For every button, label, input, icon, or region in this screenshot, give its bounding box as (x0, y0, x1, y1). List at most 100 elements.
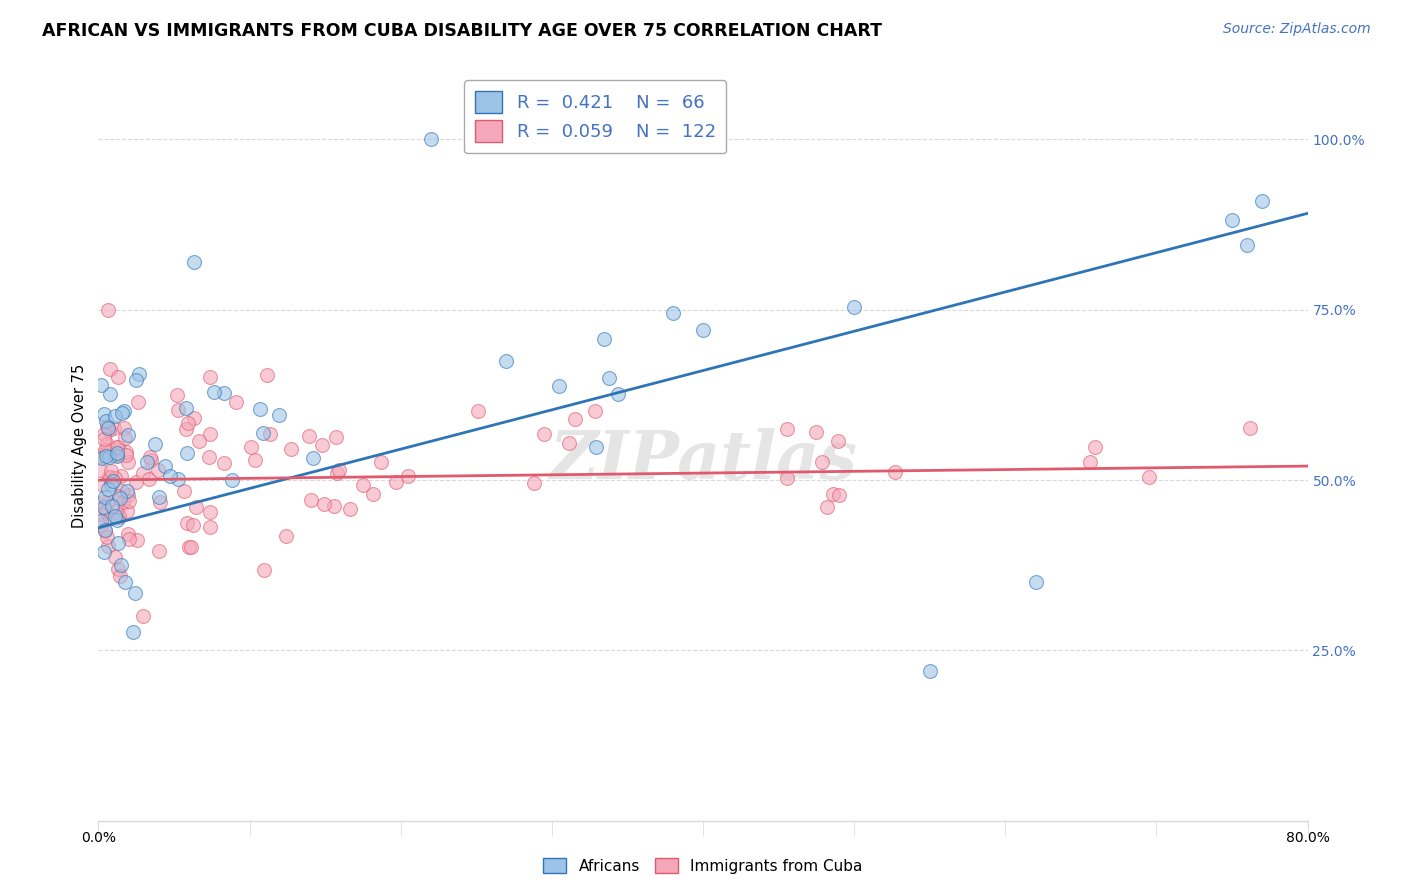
Point (661, 306, 683, 320)
Y-axis label: Disability Age Over 75: Disability Age Over 75 (72, 364, 87, 528)
Point (176, 446, 198, 460)
Point (183, 255, 205, 269)
Point (105, 449, 128, 463)
Point (1236, 237, 1258, 252)
Point (269, 408, 291, 422)
Point (115, 504, 138, 518)
Point (1078, 455, 1101, 469)
Point (138, 472, 160, 486)
Point (1137, 469, 1160, 483)
Point (94, 442, 117, 457)
Point (108, 489, 131, 503)
Point (326, 466, 349, 480)
Point (301, 450, 323, 465)
Point (467, 404, 489, 418)
Point (692, 323, 714, 337)
Point (136, 455, 159, 469)
Point (100, 464, 122, 478)
Point (90, 517, 112, 532)
Point (104, 409, 127, 424)
Point (90, 451, 112, 466)
Point (146, 462, 169, 476)
Point (97, 302, 120, 317)
Point (259, 427, 281, 442)
Point (225, 395, 247, 409)
Point (844, 300, 866, 314)
Point (132, 466, 155, 480)
Legend: R =  0.421    N =  66, R =  0.059    N =  122: R = 0.421 N = 66, R = 0.059 N = 122 (464, 80, 727, 153)
Point (370, 455, 392, 469)
Point (89, 463, 111, 477)
Point (363, 486, 385, 500)
Point (101, 499, 124, 513)
Point (98, 470, 121, 484)
Point (96, 496, 118, 510)
Point (107, 536, 129, 550)
Point (221, 473, 243, 487)
Point (339, 501, 361, 516)
Point (155, 458, 177, 473)
Point (110, 558, 132, 573)
Point (583, 403, 606, 417)
Point (112, 495, 135, 509)
Point (114, 431, 136, 445)
Point (93, 545, 115, 559)
Point (280, 442, 302, 456)
Point (127, 533, 149, 547)
Point (198, 520, 221, 534)
Point (564, 412, 586, 426)
Point (815, 500, 838, 514)
Point (93, 407, 115, 421)
Point (97, 450, 120, 465)
Point (252, 563, 274, 577)
Point (181, 518, 204, 533)
Point (240, 441, 263, 455)
Point (96, 446, 118, 460)
Point (115, 445, 138, 459)
Point (548, 379, 571, 393)
Point (159, 468, 181, 483)
Point (103, 421, 125, 435)
Point (180, 540, 202, 554)
Point (118, 532, 141, 546)
Point (396, 468, 419, 483)
Point (214, 385, 236, 400)
Point (139, 453, 162, 467)
Point (125, 373, 148, 387)
Point (110, 468, 132, 483)
Point (186, 500, 208, 514)
Point (112, 420, 135, 434)
Point (94, 491, 117, 505)
Point (105, 446, 128, 460)
Point (97, 482, 120, 496)
Point (117, 487, 139, 501)
Point (91, 495, 114, 509)
Point (103, 448, 125, 462)
Point (96, 436, 118, 450)
Point (115, 449, 138, 463)
Point (107, 448, 129, 462)
Point (101, 474, 124, 488)
Point (198, 450, 221, 464)
Point (96, 504, 118, 518)
Point (112, 403, 135, 417)
Text: ZIPatlas: ZIPatlas (550, 428, 856, 493)
Point (108, 569, 131, 583)
Point (299, 492, 322, 507)
Point (174, 401, 197, 415)
Point (107, 440, 129, 454)
Point (104, 549, 127, 564)
Point (325, 430, 347, 444)
Point (100, 362, 122, 376)
Point (124, 586, 146, 600)
Point (108, 508, 131, 522)
Point (94, 524, 117, 539)
Point (1239, 420, 1261, 434)
Point (100, 387, 122, 401)
Point (202, 384, 225, 399)
Point (111, 483, 134, 498)
Legend: Africans, Immigrants from Cuba: Africans, Immigrants from Cuba (537, 852, 869, 880)
Point (143, 437, 166, 451)
Point (94, 414, 117, 428)
Point (167, 403, 190, 417)
